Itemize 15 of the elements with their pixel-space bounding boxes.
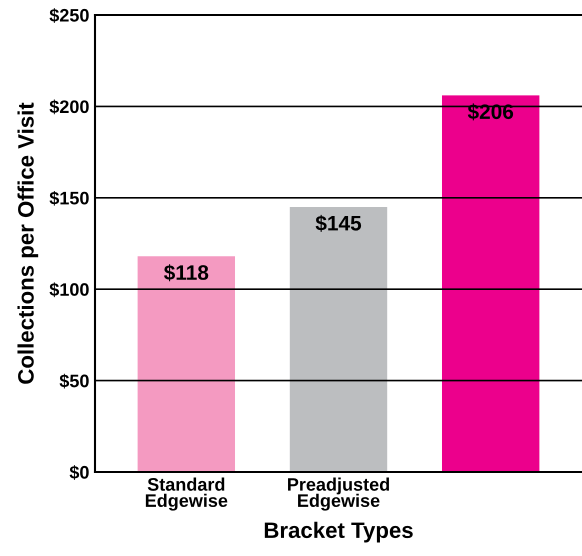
bar	[442, 95, 540, 472]
x-axis-title: Bracket Types	[264, 522, 413, 542]
y-tick-label: $150	[50, 190, 89, 206]
bar	[290, 206, 388, 472]
data-label: $118	[164, 264, 208, 282]
y-tick-label: $200	[50, 100, 89, 114]
y-axis-title: Collections per Office Visit	[17, 102, 38, 384]
y-tick-label: $50	[60, 374, 89, 388]
y-tick-label: $0	[70, 465, 89, 480]
data-label: $145	[316, 214, 362, 232]
y-tick-label: $100	[50, 282, 89, 298]
x-tick-label: Standard Edgewise	[146, 478, 228, 511]
y-tick-label: $250	[50, 8, 89, 23]
bar	[138, 256, 236, 472]
x-tick-label: Preadjusted Edgewise	[288, 478, 389, 511]
